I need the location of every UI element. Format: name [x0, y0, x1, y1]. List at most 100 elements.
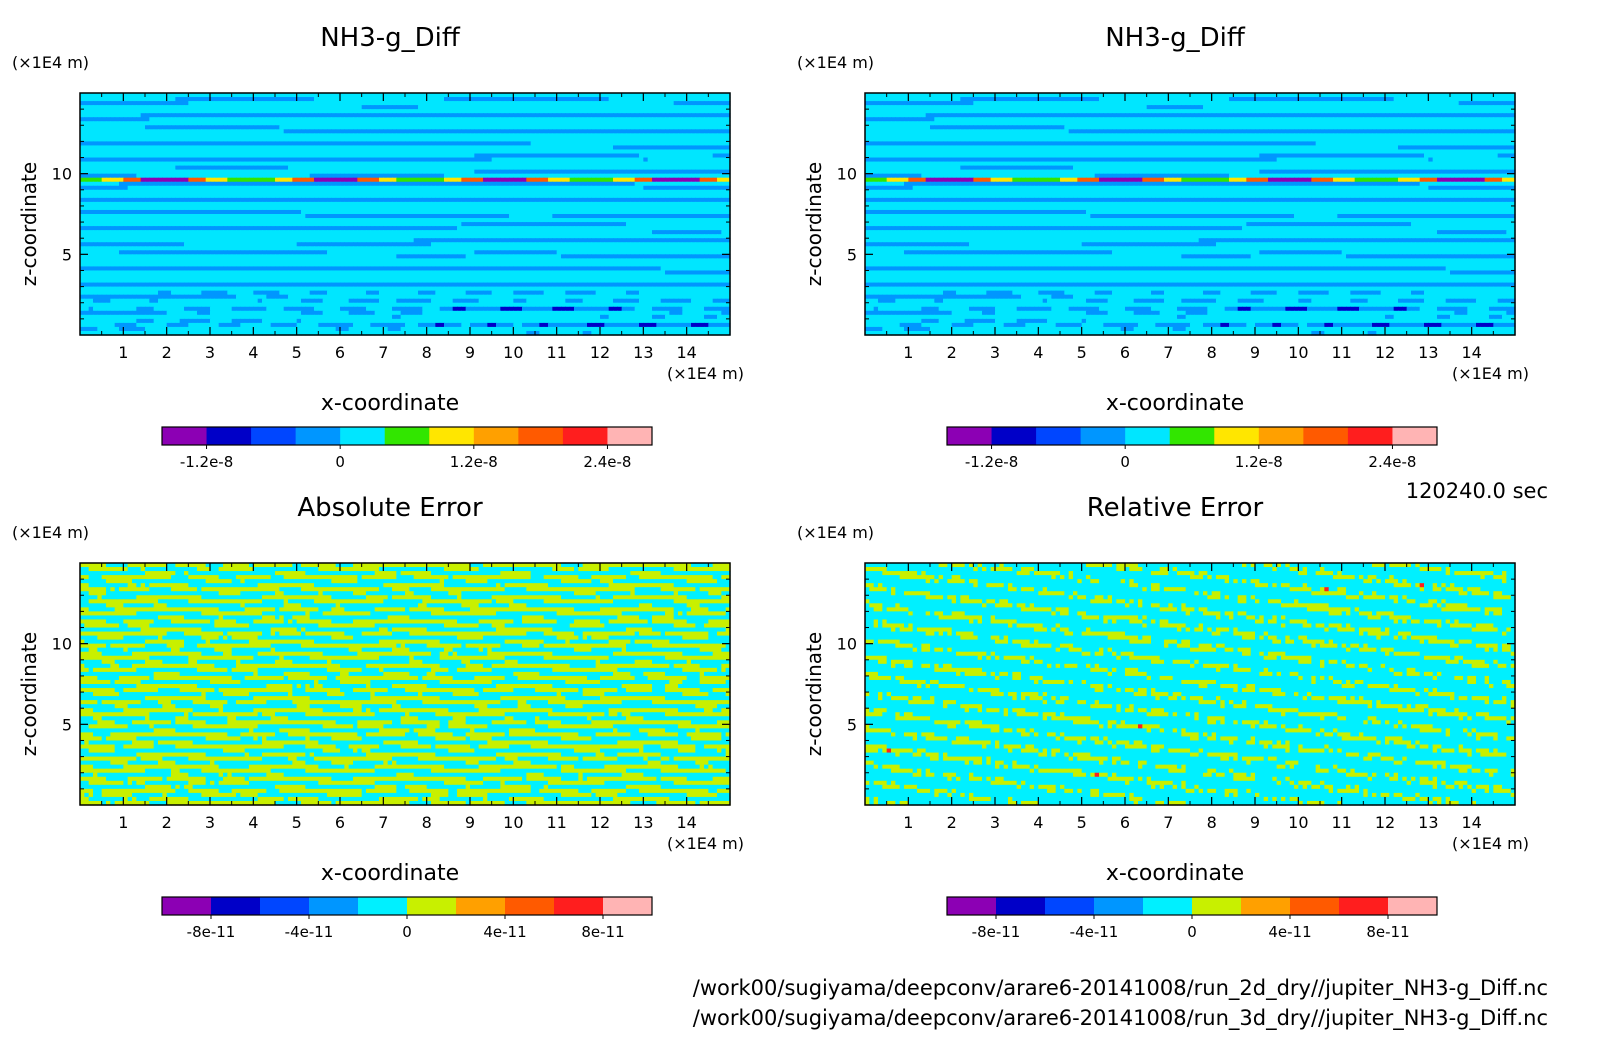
- heatmap-cell: [548, 105, 553, 110]
- heatmap-cell: [188, 214, 193, 219]
- heatmap-cell: [509, 222, 514, 227]
- heatmap-cell: [583, 222, 588, 227]
- heatmap-cell: [279, 186, 284, 191]
- heatmap-cell: [271, 178, 276, 183]
- heatmap-cell: [401, 97, 406, 102]
- heatmap-cell: [323, 117, 328, 122]
- heatmap-cell: [648, 194, 653, 199]
- heatmap-cell: [639, 105, 644, 110]
- heatmap-cell: [288, 194, 293, 199]
- heatmap-cell: [578, 101, 583, 106]
- heatmap-cell: [487, 117, 492, 122]
- heatmap-cell: [422, 117, 427, 122]
- heatmap-cell: [115, 109, 120, 114]
- heatmap-cell: [145, 222, 150, 227]
- heatmap-cell: [149, 129, 154, 134]
- heatmap-cell: [505, 198, 510, 203]
- heatmap-cell: [219, 149, 224, 154]
- heatmap-cell: [275, 125, 280, 130]
- heatmap-cell: [249, 222, 254, 227]
- heatmap-cell: [362, 194, 367, 199]
- heatmap-cell: [708, 137, 713, 142]
- heatmap-cell: [427, 174, 432, 179]
- heatmap-cell: [626, 121, 631, 126]
- heatmap-cell: [266, 105, 271, 110]
- heatmap-cell: [574, 149, 579, 154]
- heatmap-cell: [591, 214, 596, 219]
- heatmap-cell: [422, 129, 427, 134]
- heatmap-cell: [214, 174, 219, 179]
- heatmap-cell: [526, 218, 531, 223]
- heatmap-cell: [158, 133, 163, 138]
- heatmap-cell: [704, 166, 709, 171]
- heatmap-cell: [661, 137, 666, 142]
- heatmap-cell: [288, 202, 293, 207]
- heatmap-cell: [180, 218, 185, 223]
- heatmap-cell: [700, 145, 705, 150]
- heatmap-cell: [279, 154, 284, 159]
- heatmap-cell: [110, 113, 115, 118]
- heatmap-cell: [405, 149, 410, 154]
- heatmap-cell: [84, 206, 89, 211]
- heatmap-cell: [188, 125, 193, 130]
- heatmap-cell: [331, 101, 336, 106]
- heatmap-cell: [353, 166, 358, 171]
- heatmap-cell: [336, 121, 341, 126]
- heatmap-cell: [448, 194, 453, 199]
- heatmap-cell: [292, 145, 297, 150]
- heatmap-cell: [219, 202, 224, 207]
- heatmap-cell: [474, 117, 479, 122]
- heatmap-cell: [97, 149, 102, 154]
- heatmap-cell: [154, 178, 159, 183]
- heatmap-cell: [119, 182, 124, 187]
- heatmap-cell: [492, 158, 497, 163]
- heatmap-cell: [240, 121, 245, 126]
- heatmap-cell: [336, 125, 341, 130]
- heatmap-cell: [401, 186, 406, 191]
- heatmap-cell: [136, 154, 141, 159]
- heatmap-cell: [249, 210, 254, 215]
- heatmap-cell: [301, 186, 306, 191]
- heatmap-cell: [591, 154, 596, 159]
- heatmap-cell: [336, 174, 341, 179]
- heatmap-cell: [102, 162, 107, 167]
- heatmap-cell: [483, 222, 488, 227]
- heatmap-cell: [708, 154, 713, 159]
- heatmap-cell: [227, 214, 232, 219]
- heatmap-cell: [89, 190, 94, 195]
- heatmap-cell: [214, 206, 219, 211]
- heatmap-cell: [184, 202, 189, 207]
- heatmap-cell: [630, 121, 635, 126]
- heatmap-cell: [461, 218, 466, 223]
- heatmap-cell: [401, 158, 406, 163]
- heatmap-cell: [401, 101, 406, 106]
- heatmap-cell: [492, 166, 497, 171]
- heatmap-cell: [682, 145, 687, 150]
- heatmap-cell: [188, 145, 193, 150]
- heatmap-cell: [578, 162, 583, 167]
- heatmap-cell: [175, 198, 180, 203]
- heatmap-cell: [262, 121, 267, 126]
- heatmap-cell: [570, 174, 575, 179]
- heatmap-cell: [700, 222, 705, 227]
- heatmap-cell: [639, 154, 644, 159]
- heatmap-cell: [106, 202, 111, 207]
- heatmap-cell: [227, 125, 232, 130]
- heatmap-cell: [483, 218, 488, 223]
- heatmap-cell: [167, 101, 172, 106]
- heatmap-cell: [652, 97, 657, 102]
- heatmap-cell: [522, 214, 527, 219]
- heatmap-cell: [609, 222, 614, 227]
- heatmap-cell: [444, 202, 449, 207]
- heatmap-cell: [505, 109, 510, 114]
- heatmap-cell: [180, 97, 185, 102]
- heatmap-cell: [431, 101, 436, 106]
- heatmap-cell: [158, 145, 163, 150]
- heatmap-cell: [461, 178, 466, 183]
- heatmap-cell: [392, 206, 397, 211]
- heatmap-cell: [193, 182, 198, 187]
- heatmap-cell: [275, 129, 280, 134]
- heatmap-cell: [674, 129, 679, 134]
- heatmap-cell: [362, 190, 367, 195]
- heatmap-cell: [197, 145, 202, 150]
